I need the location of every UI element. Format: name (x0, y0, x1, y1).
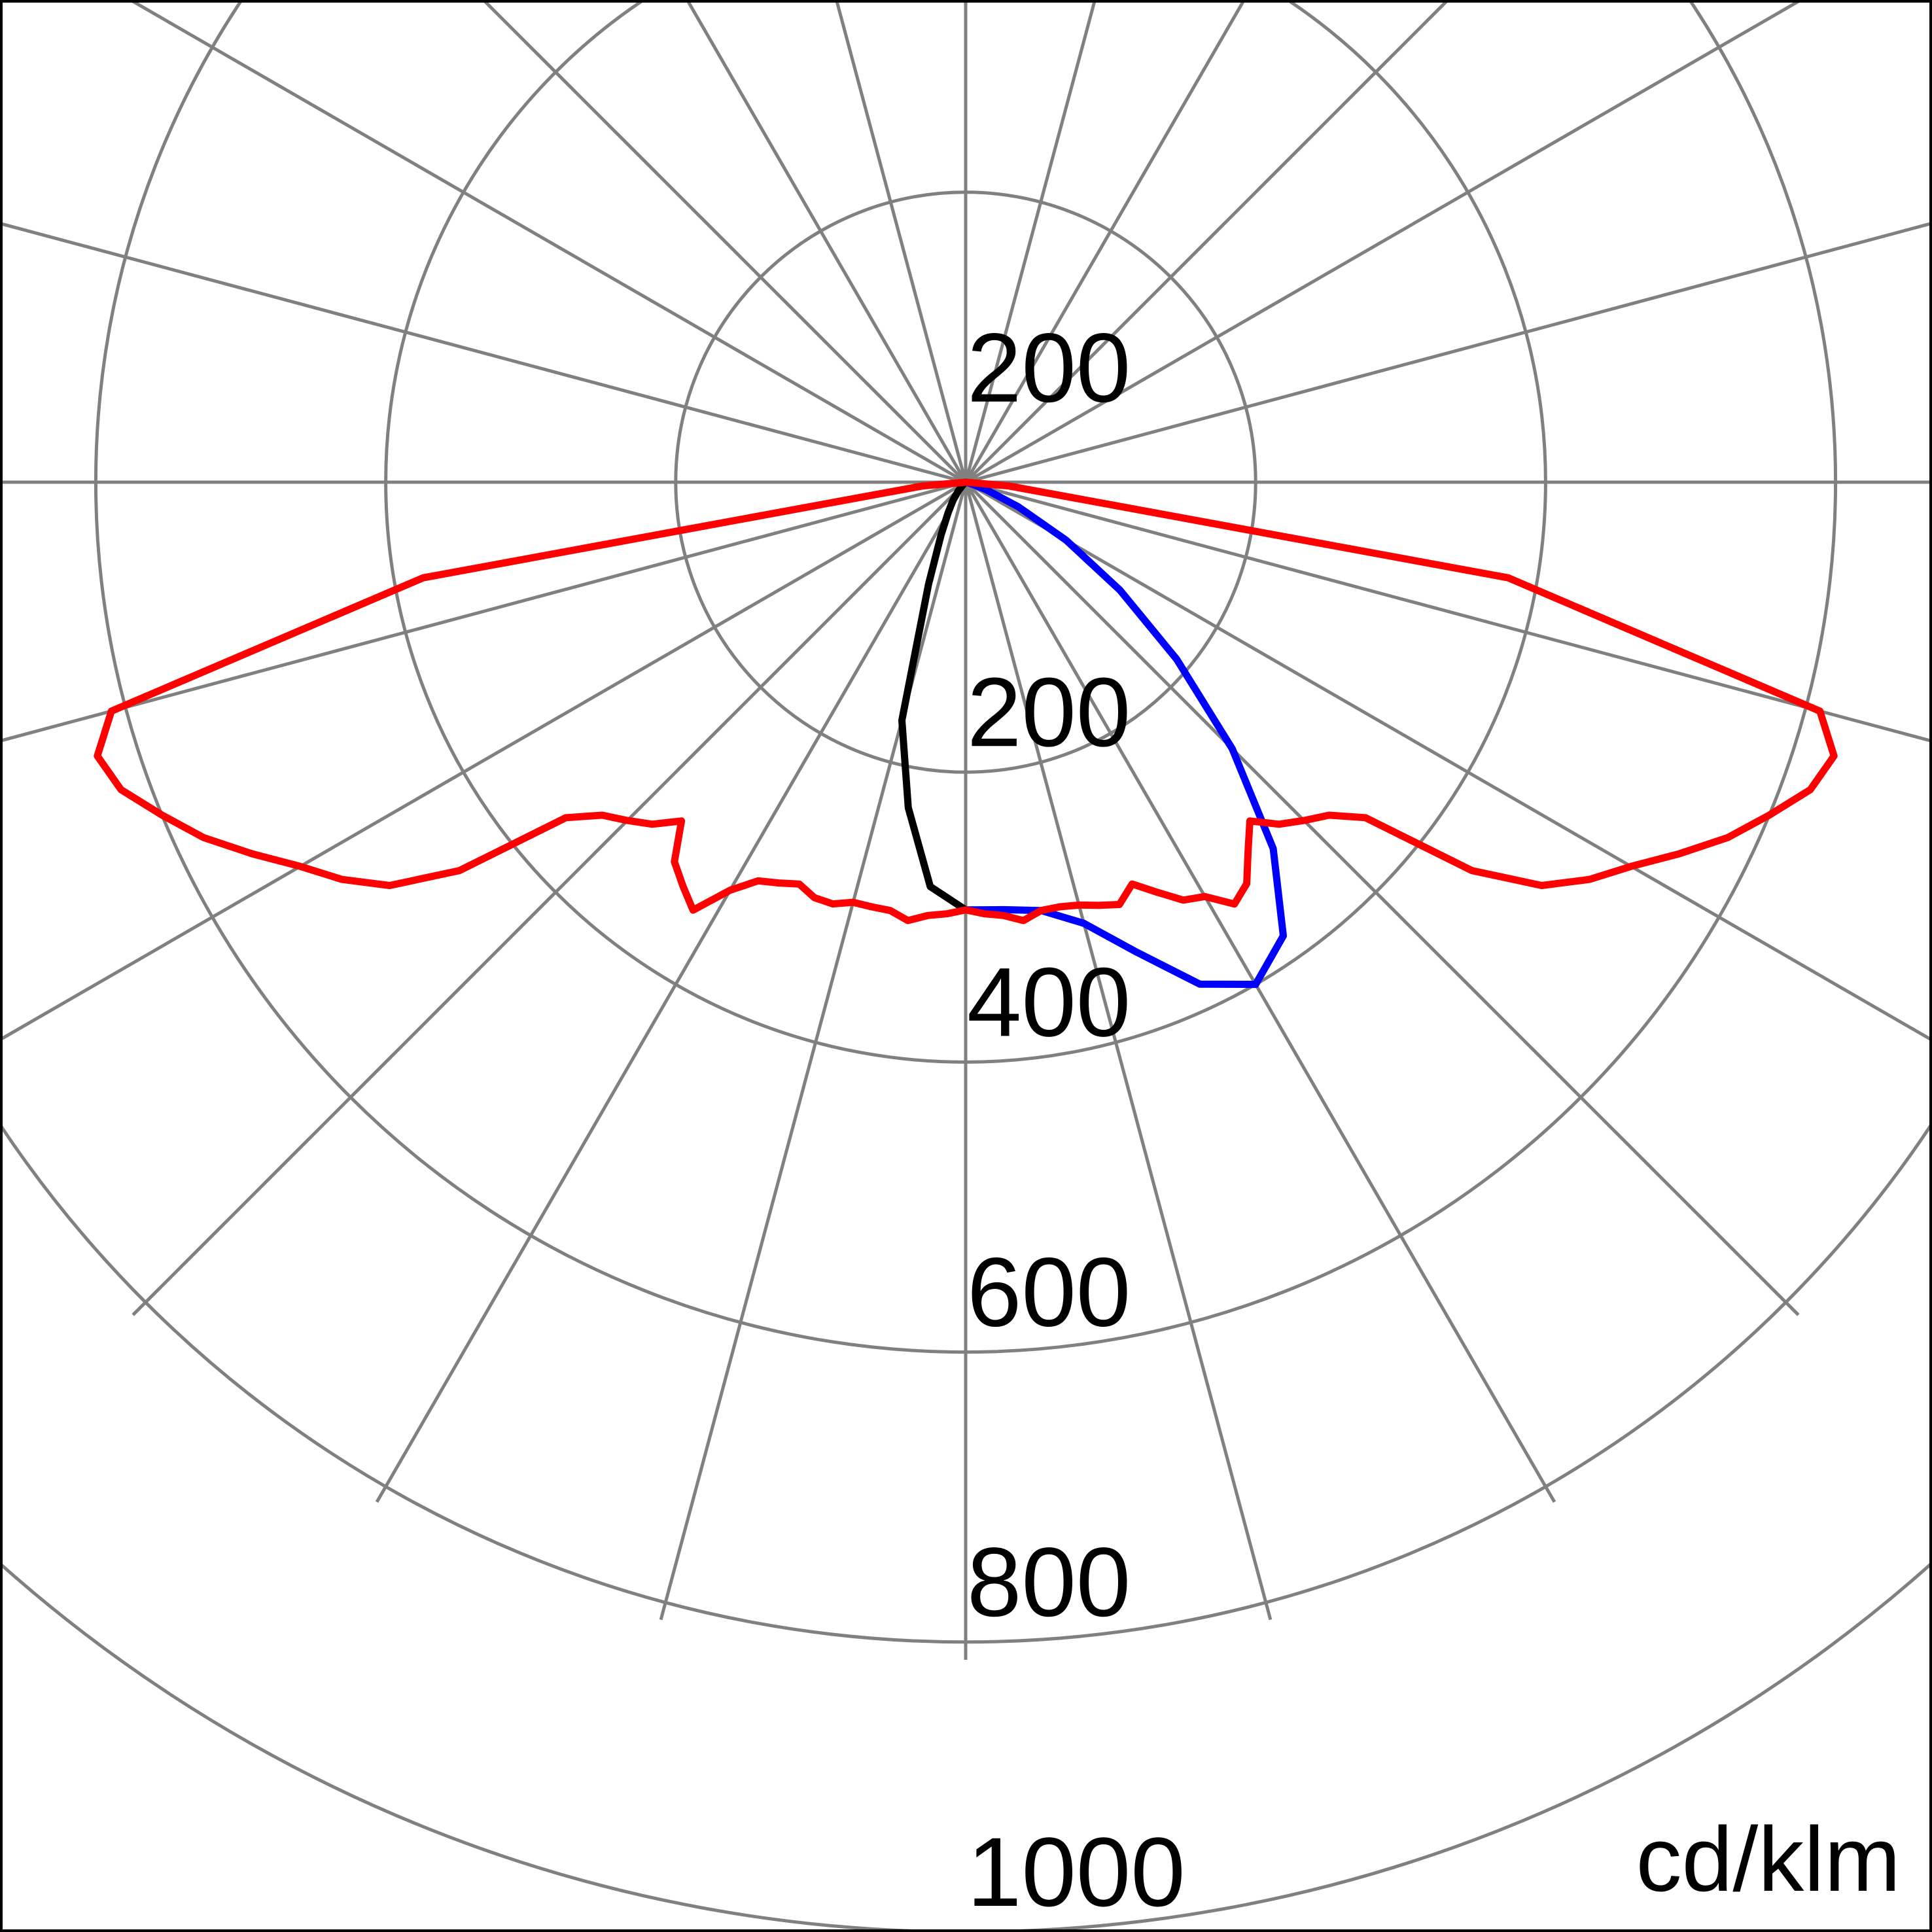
series-curve-1 (898, 478, 970, 914)
grid-spoke-300 (0, 480, 967, 1042)
grid-spoke-135 (964, 0, 1450, 483)
tick-labels: 200 400 600 800 1000 200 (967, 313, 1186, 1927)
grid-spoke-315 (132, 481, 967, 1316)
grid-spoke-240 (127, 0, 967, 484)
tick-label-600: 600 (967, 1237, 1131, 1347)
grid-spoke-45 (964, 481, 1800, 1316)
grid-spoke-255 (0, 221, 966, 484)
grid-spoke-225 (481, 0, 967, 483)
unit-label: cd/klm (1636, 1808, 1901, 1910)
grid-spoke-345 (659, 482, 968, 1621)
grid-spoke-165 (964, 0, 1097, 483)
tick-label-200: 200 (967, 657, 1131, 767)
grid-spoke-15 (964, 482, 1273, 1621)
grid-spoke-75 (965, 480, 1932, 743)
tick-label-1000: 1000 (967, 1817, 1186, 1927)
tick-label-400: 400 (967, 947, 1131, 1057)
series-curve-2 (962, 478, 1287, 989)
grid-spoke-60 (964, 480, 1932, 1042)
grid-spoke-285 (0, 480, 966, 743)
tick-label-800: 800 (967, 1527, 1131, 1637)
grid-spoke-195 (834, 0, 968, 483)
series-curves (94, 478, 1838, 989)
grid-spoke-105 (965, 221, 1932, 484)
grid-spoke-210 (685, 0, 968, 483)
grid-spoke-150 (964, 0, 1246, 483)
grid-spoke-330 (375, 481, 968, 1503)
grid-spoke-120 (964, 0, 1804, 484)
grid-spoke-30 (964, 481, 1556, 1503)
series-curve-3 (94, 478, 1838, 924)
tick-label-upper-200: 200 (967, 313, 1131, 423)
